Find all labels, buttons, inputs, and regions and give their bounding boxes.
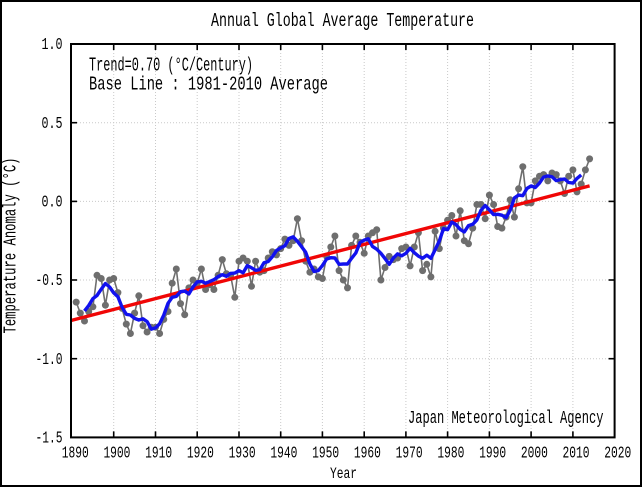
svg-text:1970: 1970 — [396, 443, 423, 462]
svg-text:2020: 2020 — [604, 443, 631, 462]
svg-text:1890: 1890 — [62, 443, 89, 462]
svg-text:1990: 1990 — [479, 443, 506, 462]
svg-text:0.5: 0.5 — [42, 114, 63, 133]
svg-text:2000: 2000 — [521, 443, 548, 462]
svg-text:1.0: 1.0 — [42, 35, 63, 54]
svg-text:-0.5: -0.5 — [36, 271, 63, 290]
svg-text:1980: 1980 — [437, 443, 464, 462]
svg-text:1910: 1910 — [145, 443, 172, 462]
svg-text:Temperature Anomaly (°C): Temperature Anomaly (°C) — [2, 158, 22, 334]
svg-text:1920: 1920 — [187, 443, 214, 462]
svg-text:1930: 1930 — [229, 443, 256, 462]
svg-text:Annual Global Average Temperat: Annual Global Average Temperature — [211, 10, 474, 32]
svg-text:2010: 2010 — [563, 443, 590, 462]
svg-text:1960: 1960 — [354, 443, 381, 462]
svg-text:Year: Year — [330, 465, 357, 483]
svg-text:Trend=0.70 (°C/Century): Trend=0.70 (°C/Century) — [89, 54, 253, 76]
svg-text:-1.5: -1.5 — [36, 429, 63, 448]
svg-text:Base Line : 1981-2010 Average: Base Line : 1981-2010 Average — [89, 74, 328, 96]
svg-text:0.0: 0.0 — [42, 193, 63, 212]
svg-text:1900: 1900 — [103, 443, 130, 462]
svg-text:1940: 1940 — [270, 443, 297, 462]
svg-text:Japan Meteorological Agency: Japan Meteorological Agency — [408, 408, 604, 429]
svg-text:-1.0: -1.0 — [36, 350, 63, 369]
svg-text:1950: 1950 — [312, 443, 339, 462]
